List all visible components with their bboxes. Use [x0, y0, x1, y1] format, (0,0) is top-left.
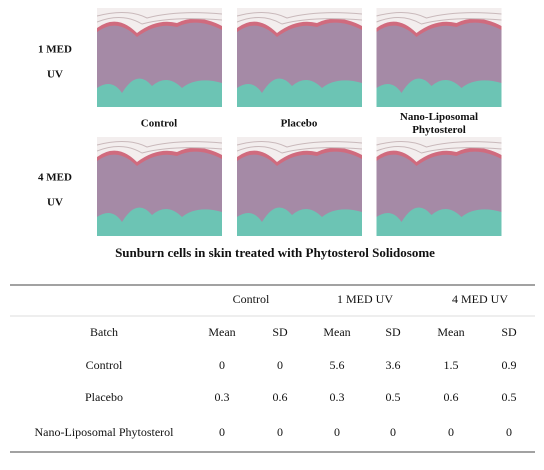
- row-label: 1 MED: [38, 44, 72, 56]
- table-cell: 0.3: [330, 390, 345, 404]
- row-header: Nano-Liposomal Phytosterol: [35, 425, 175, 439]
- table-cell: 0: [219, 425, 225, 439]
- table-cell: 0.6: [273, 390, 288, 404]
- table-cell: 0: [219, 358, 225, 372]
- histology-image: [97, 137, 222, 236]
- column-header: SD: [272, 325, 288, 339]
- table-cell: 0: [277, 358, 283, 372]
- column-header: Batch: [90, 325, 118, 339]
- row-label: 4 MED: [38, 172, 72, 184]
- group-header: 1 MED UV: [337, 292, 393, 306]
- row-label: UV: [47, 69, 63, 81]
- column-header: Mean: [208, 325, 235, 339]
- histology-image: [376, 137, 502, 236]
- table-cell: 0: [390, 425, 396, 439]
- table-cell: 0.9: [502, 358, 517, 372]
- panel-label: Control: [141, 118, 177, 130]
- table-cell: 0: [334, 425, 340, 439]
- row-label: UV: [47, 197, 63, 209]
- histology-image: [376, 8, 502, 107]
- group-header: 4 MED UV: [452, 292, 508, 306]
- histology-image: [237, 8, 362, 107]
- column-header: Mean: [437, 325, 464, 339]
- panel-label: Placebo: [281, 118, 318, 130]
- row-header: Placebo: [85, 390, 123, 404]
- table-cell: 0.5: [386, 390, 401, 404]
- group-header: Control: [233, 292, 270, 306]
- row-header: Control: [86, 358, 123, 372]
- panel-label: Nano-Liposomal: [400, 111, 478, 123]
- table-cell: 0: [506, 425, 512, 439]
- caption: Sunburn cells in skin treated with Phyto…: [115, 245, 435, 260]
- table-cell: 1.5: [444, 358, 459, 372]
- table-cell: 0: [448, 425, 454, 439]
- panel-label: Phytosterol: [412, 124, 466, 136]
- table-cell: 0: [277, 425, 283, 439]
- table-cell: 0.6: [444, 390, 459, 404]
- table-cell: 0.3: [215, 390, 230, 404]
- table-cell: 3.6: [386, 358, 401, 372]
- column-header: SD: [501, 325, 517, 339]
- histology-image: [97, 8, 222, 107]
- table-cell: 0.5: [502, 390, 517, 404]
- column-header: SD: [385, 325, 401, 339]
- histology-image: [237, 137, 362, 236]
- table-cell: 5.6: [330, 358, 345, 372]
- column-header: Mean: [323, 325, 350, 339]
